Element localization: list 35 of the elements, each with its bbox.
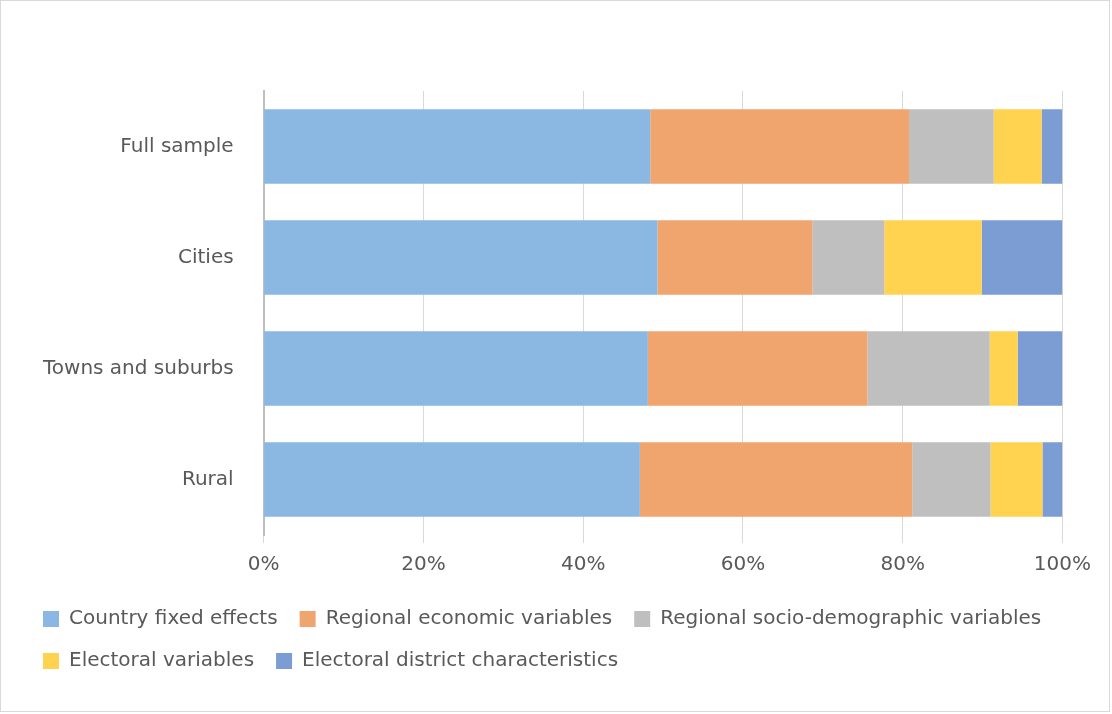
bar <box>1017 331 1063 406</box>
bar <box>812 220 885 295</box>
bar <box>657 220 813 295</box>
x-tick-label: 80% <box>880 551 925 576</box>
legend-label: Electoral variables <box>69 647 255 672</box>
bar <box>884 220 982 295</box>
bar <box>650 109 910 184</box>
x-tick-label: 40% <box>560 551 606 576</box>
x-tick-label: 0% <box>247 551 280 576</box>
bar <box>264 331 648 406</box>
bar <box>264 220 658 295</box>
bar <box>990 442 1043 517</box>
bar <box>264 442 640 517</box>
bar <box>1041 109 1063 184</box>
legend-label: Regional socio-demographic variables <box>660 605 1042 630</box>
x-tick-label: 60% <box>720 551 766 576</box>
bar <box>1042 442 1063 517</box>
y-tick-label: Full sample <box>120 132 234 157</box>
bar <box>867 331 990 406</box>
bar <box>264 109 651 184</box>
legend-label: Country fixed effects <box>69 605 278 630</box>
y-tick-label: Towns and suburbs <box>42 354 234 379</box>
bar <box>909 109 994 184</box>
bar <box>993 109 1042 184</box>
bar <box>912 442 991 517</box>
y-tick-label: Cities <box>178 243 234 268</box>
y-tick-label: Rural <box>181 465 234 490</box>
x-tick-label: 100% <box>1033 551 1091 576</box>
x-tick-label: 20% <box>401 551 446 576</box>
bar <box>989 331 1018 406</box>
legend-label: Regional economic variables <box>325 605 613 630</box>
bar <box>647 331 868 406</box>
bar <box>639 442 913 517</box>
bar <box>981 220 1063 295</box>
legend-label: Electoral district characteristics <box>302 647 619 672</box>
